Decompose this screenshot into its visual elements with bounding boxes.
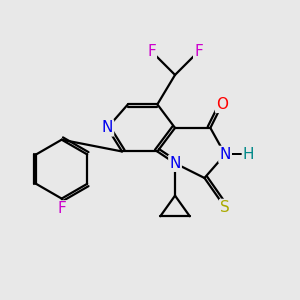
Text: S: S (220, 200, 230, 215)
Text: O: O (216, 97, 228, 112)
Text: N: N (102, 120, 113, 135)
Text: N: N (169, 156, 181, 171)
Text: H: H (243, 147, 254, 162)
Text: F: F (57, 201, 66, 216)
Text: N: N (219, 147, 231, 162)
Text: F: F (147, 44, 156, 59)
Text: F: F (194, 44, 203, 59)
